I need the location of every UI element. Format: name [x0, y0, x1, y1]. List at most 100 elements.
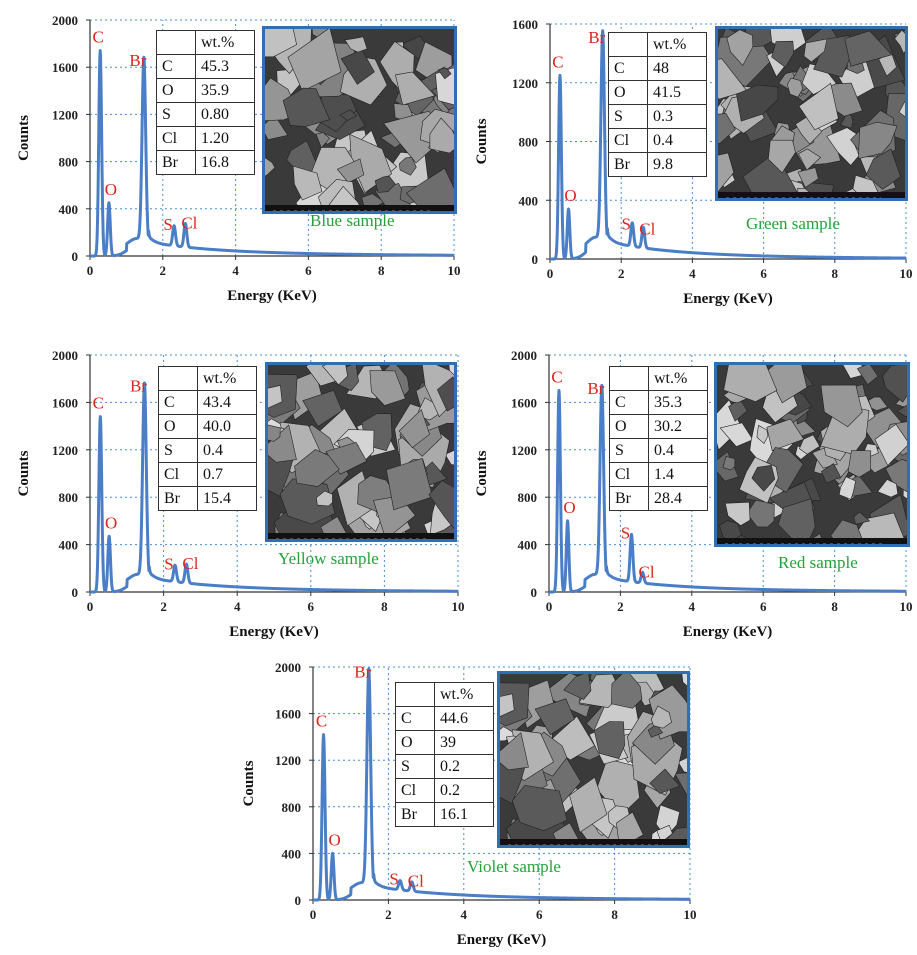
x-tick-label: 10: [900, 599, 913, 614]
peak-label-c: C: [316, 712, 327, 731]
weight-percent: 9.8: [647, 152, 707, 177]
sample-label: Red sample: [778, 553, 858, 572]
x-tick-label: 6: [760, 599, 767, 614]
element-symbol: Br: [158, 486, 198, 511]
peak-label-c: C: [93, 28, 104, 47]
element-symbol: Cl: [156, 126, 196, 151]
weight-percent: 39: [434, 730, 494, 755]
weight-percent: 0.3: [647, 104, 707, 129]
peak-label-br: Br: [588, 28, 605, 47]
y-tick-label: 1600: [52, 395, 78, 410]
weight-percent: 28.4: [648, 486, 708, 511]
table-row: S 0.4: [609, 438, 708, 463]
x-tick-label: 8: [831, 599, 838, 614]
x-tick-label: 0: [546, 599, 553, 614]
peak-label-br: Br: [587, 379, 604, 398]
spectrum-series-line: [548, 29, 908, 261]
spectrum-series-line: [311, 667, 692, 902]
x-axis-title: Energy (KeV): [683, 291, 773, 307]
x-tick-label: 8: [378, 263, 385, 278]
x-tick-label: 0: [310, 907, 317, 922]
table-header-empty: [395, 682, 435, 707]
y-axis-title: Counts: [16, 115, 32, 161]
y-tick-label: 0: [72, 249, 79, 264]
table-header-empty: [608, 32, 648, 57]
peak-label-br: Br: [354, 662, 371, 681]
table-row: O 39: [395, 730, 494, 755]
x-tick-label: 0: [87, 599, 94, 614]
y-axis-title: Counts: [474, 450, 490, 496]
y-tick-label: 400: [59, 202, 79, 217]
x-axis-title: Energy (KeV): [227, 288, 317, 304]
spectrum-series-line: [88, 381, 460, 594]
y-tick-label: 2000: [511, 348, 537, 363]
x-tick-label: 0: [87, 263, 94, 278]
table-row: Cl 0.4: [608, 128, 707, 153]
table-header-wt: wt.%: [647, 32, 707, 57]
spectrum-series-line: [88, 49, 456, 258]
x-tick-label: 10: [452, 599, 465, 614]
sample-label: Violet sample: [467, 857, 561, 876]
weight-percent: 0.2: [434, 778, 494, 803]
composition-table: wt.% C 35.3 O 30.2 S 0.4 Cl 1.4 Br 28.4: [609, 366, 708, 511]
peak-label-o: O: [328, 830, 340, 849]
table-header-row: wt.%: [156, 30, 255, 55]
y-tick-label: 1200: [511, 443, 537, 458]
y-tick-label: 800: [59, 155, 79, 170]
weight-percent: 44.6: [434, 706, 494, 731]
table-header-row: wt.%: [158, 366, 257, 391]
y-tick-label: 800: [59, 490, 79, 505]
table-row: Cl 1.20: [156, 126, 255, 151]
x-tick-label: 4: [232, 263, 239, 278]
x-tick-label: 2: [617, 599, 624, 614]
y-tick-label: 400: [282, 846, 302, 861]
table-row: Br 16.8: [156, 150, 255, 175]
table-header-wt: wt.%: [195, 30, 255, 55]
y-axis-title: Counts: [241, 760, 257, 806]
table-row: S 0.80: [156, 102, 255, 127]
element-symbol: C: [609, 390, 649, 415]
table-header-row: wt.%: [608, 32, 707, 57]
eds-panel-blue: 0 2 4 6 8 10 0 400 800 1200 1600 2000 Energy (KeV) Co…: [10, 13, 461, 314]
table-row: Cl 0.7: [158, 462, 257, 487]
table-row: C 43.4: [158, 390, 257, 415]
weight-percent: 0.4: [648, 438, 708, 463]
eds-panel-green: 0 2 4 6 8 10 0 400 800 1200 1600 Energy (KeV) Counts…: [468, 14, 917, 314]
table-header-empty: [156, 30, 196, 55]
y-tick-label: 400: [519, 193, 539, 208]
x-tick-label: 6: [305, 263, 312, 278]
peak-label-c: C: [552, 52, 563, 71]
y-tick-label: 400: [518, 538, 538, 553]
element-symbol: O: [158, 414, 198, 439]
weight-percent: 0.2: [434, 754, 494, 779]
eds-spectrum-plot: 0 2 4 6 8 10 0 400 800 1200 1600 2000 Energy (KeV) Co…: [474, 348, 913, 640]
weight-percent: 35.9: [195, 78, 255, 103]
table-header-wt: wt.%: [434, 682, 494, 707]
x-tick-label: 4: [689, 266, 696, 281]
x-tick-label: 10: [684, 907, 697, 922]
eds-panel-red: 0 2 4 6 8 10 0 400 800 1200 1600 2000 Energy (KeV) Co…: [468, 348, 917, 648]
y-tick-label: 0: [72, 585, 79, 600]
x-tick-label: 6: [308, 599, 315, 614]
y-tick-label: 2000: [275, 660, 301, 675]
element-symbol: C: [156, 54, 196, 79]
x-axis-title: Energy (KeV): [683, 624, 773, 640]
peak-label-br: Br: [130, 377, 147, 396]
weight-percent: 0.4: [647, 128, 707, 153]
y-tick-label: 0: [295, 893, 302, 908]
composition-table: wt.% C 48 O 41.5 S 0.3 Cl 0.4 Br 9.8: [608, 32, 707, 177]
weight-percent: 16.1: [434, 802, 494, 827]
peak-label-cl: Cl: [408, 872, 424, 891]
sample-label: Green sample: [746, 214, 840, 233]
table-row: Cl 0.2: [395, 778, 494, 803]
element-symbol: C: [395, 706, 435, 731]
table-row: O 40.0: [158, 414, 257, 439]
element-symbol: Br: [609, 486, 649, 511]
x-tick-label: 8: [611, 907, 618, 922]
peak-label-c: C: [551, 368, 562, 387]
weight-percent: 0.4: [197, 438, 257, 463]
sem-micrograph-image: [497, 671, 690, 848]
table-row: C 48: [608, 56, 707, 81]
table-row: Br 15.4: [158, 486, 257, 511]
element-symbol: O: [156, 78, 196, 103]
